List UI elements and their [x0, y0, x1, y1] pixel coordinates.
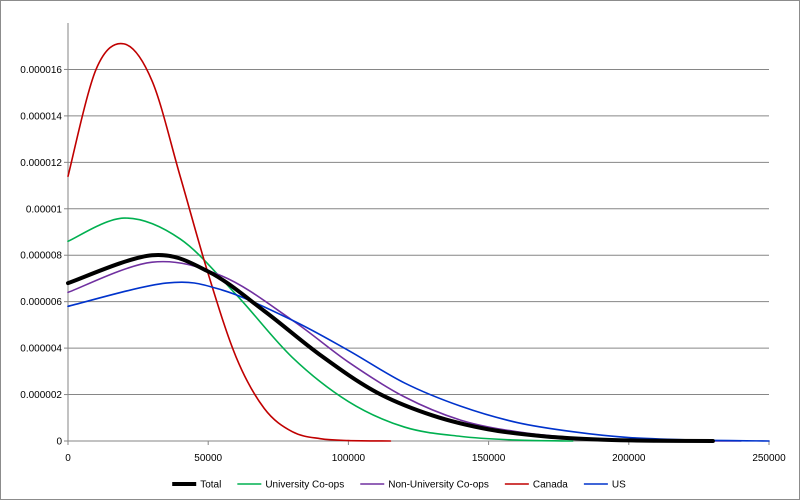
y-tick-label: 0.000002 [20, 390, 62, 401]
legend-item-non-university-co-ops: Non-University Co-ops [360, 480, 489, 491]
y-tick-label: 0.000014 [20, 111, 62, 122]
y-tick-labels: 0 0.000002 0.000004 0.000006 0.000008 0.00001… [20, 65, 62, 448]
legend-item-us: US [583, 480, 626, 491]
series-line-university-co-ops [67, 217, 574, 442]
series-lines [66, 42, 770, 443]
series-line-total [66, 252, 715, 443]
x-tick-label: 50000 [194, 453, 222, 464]
series-line-canada [67, 42, 392, 442]
y-tick-label: 0.000008 [20, 251, 62, 262]
y-tick-label: 0.000016 [20, 65, 62, 76]
gridlines [68, 68, 769, 396]
x-tick-label: 250000 [752, 453, 786, 464]
legend-label: Non-University Co-ops [388, 480, 489, 491]
y-tick-label: 0 [56, 437, 62, 448]
legend-label: Canada [533, 480, 568, 491]
y-tick-label: 0.00001 [26, 204, 63, 215]
legend-label: University Co-ops [265, 480, 344, 491]
legend-item-canada: Canada [504, 480, 568, 491]
x-tick-label: 0 [65, 453, 71, 464]
legend-label: US [612, 480, 626, 491]
x-tick-label: 100000 [332, 453, 366, 464]
legend: Total University Co-ops Non-University Co-… [172, 480, 626, 491]
axes [64, 23, 770, 445]
y-tick-label: 0.000004 [20, 344, 62, 355]
x-tick-label: 200000 [612, 453, 646, 464]
legend-item-university-co-ops: University Co-ops [237, 480, 344, 491]
x-tick-labels: 0 50000 100000 150000 200000 250000 [65, 453, 786, 464]
series-line-non-university-co-ops [67, 260, 742, 442]
y-tick-label: 0.000006 [20, 297, 62, 308]
x-tick-label: 150000 [472, 453, 506, 464]
legend-label: Total [200, 480, 221, 491]
legend-item-total: Total [172, 480, 221, 491]
y-tick-label: 0.000012 [20, 158, 62, 169]
series-line-us [67, 281, 770, 442]
